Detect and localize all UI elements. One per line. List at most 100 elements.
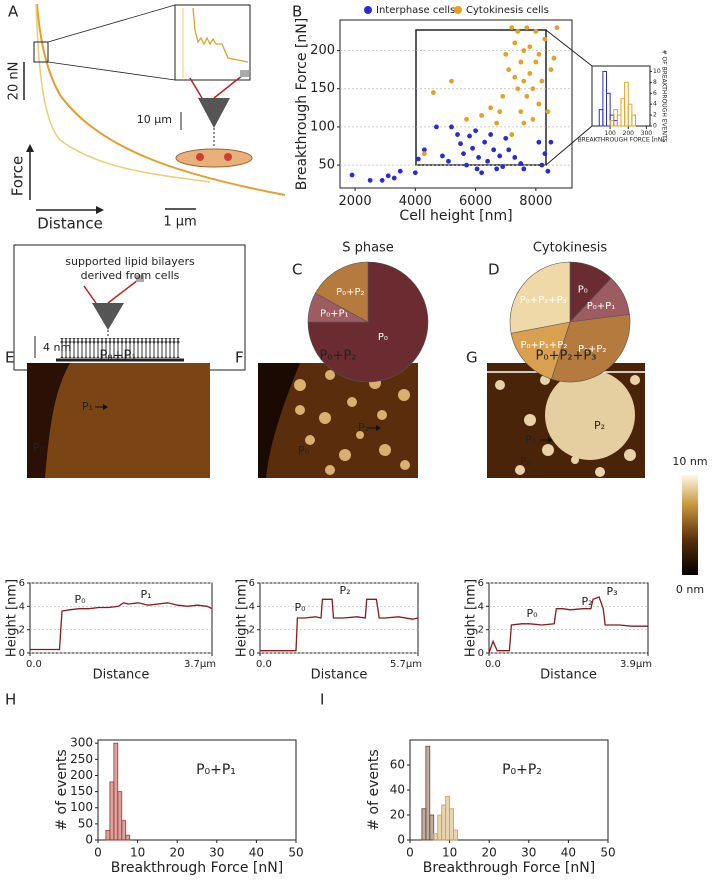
annotation: P₀+P₁ <box>196 762 236 778</box>
point <box>515 29 521 34</box>
x-axis-label: Breakthrough Force [nN] <box>111 860 283 876</box>
x-tick-label: 30 <box>209 845 224 859</box>
point <box>488 132 494 137</box>
x-axis-label: Cell height [nm] <box>399 208 512 224</box>
bar <box>616 114 622 127</box>
y-tick-label: 6 <box>249 578 255 589</box>
y-tick-label: 50 <box>78 816 93 830</box>
point <box>521 166 527 172</box>
point <box>467 133 472 139</box>
pie-title: Cytokinesis <box>533 241 608 256</box>
point <box>503 135 509 141</box>
x-tick-label: 0 <box>94 845 102 859</box>
y-tick-label: 300 <box>70 736 93 750</box>
bar <box>606 92 611 127</box>
caption-line: derived from cells <box>81 269 180 282</box>
point <box>379 177 385 183</box>
region-label: P₂ <box>358 421 369 434</box>
plot-frame <box>488 582 649 654</box>
y-tick-label: 2 <box>653 112 657 119</box>
point <box>446 158 451 164</box>
bar <box>429 814 435 841</box>
point <box>539 162 545 168</box>
y-tick-label: 4 <box>478 601 484 612</box>
pie-slice <box>551 314 631 383</box>
y-tick-label: 100 <box>310 119 335 134</box>
x-tick-label: 5.7μm <box>390 659 422 670</box>
point <box>506 67 512 73</box>
panel-label: A <box>8 3 19 21</box>
point <box>440 153 445 159</box>
y-tick-label: 100 <box>70 800 93 814</box>
plot-frame <box>97 739 297 841</box>
point <box>491 147 497 153</box>
point <box>506 147 512 153</box>
y-tick-label: 50 <box>318 158 335 173</box>
y-tick-label: 10 <box>653 68 661 75</box>
y-tick-label: 150 <box>310 81 335 96</box>
bar <box>105 829 111 841</box>
annotation: P₁ <box>140 588 151 601</box>
x-tick-label: 20 <box>482 845 497 859</box>
x-tick-label: 3.9μm <box>620 659 652 670</box>
point <box>494 166 500 172</box>
point <box>412 170 418 176</box>
bar <box>631 114 636 127</box>
point <box>479 170 485 176</box>
y-scale-label: 20 nN <box>7 62 22 101</box>
y-tick-label: 2 <box>249 625 255 636</box>
point <box>397 168 403 174</box>
y-tick-label: 6 <box>19 578 25 589</box>
slice-label: P₀+P₂ <box>336 287 364 298</box>
point <box>512 74 518 80</box>
point <box>551 55 557 61</box>
bar <box>449 808 454 841</box>
point <box>536 101 542 107</box>
y-tick-label: 2 <box>19 625 25 636</box>
point <box>479 113 485 118</box>
y-tick-label: 60 <box>390 758 405 772</box>
y-axis-label: Force <box>9 156 27 197</box>
point <box>464 116 469 122</box>
slice-label: P₀ <box>578 285 588 296</box>
y-tick-label: 40 <box>390 783 405 797</box>
point <box>521 78 527 84</box>
x-axis-label: BREAKTHROUGH FORCE [nN] <box>577 137 664 144</box>
point <box>449 124 454 130</box>
point <box>518 59 524 65</box>
bar <box>425 745 431 841</box>
point <box>434 124 439 130</box>
point <box>518 161 524 166</box>
point <box>488 105 494 111</box>
profile-line <box>30 602 213 651</box>
y-tick-label: 200 <box>310 43 335 58</box>
panel-title: P₀+P₂+P₃ <box>536 349 597 364</box>
point <box>497 153 503 159</box>
point <box>518 109 524 115</box>
slice-label: P₀+P₁ <box>320 308 348 319</box>
legend-label: Cytokinesis cells <box>466 5 549 16</box>
slice-label: P₀ <box>378 332 388 343</box>
point <box>455 132 460 137</box>
slice-label: P₀+P₂ <box>578 344 606 355</box>
pie-slice <box>315 261 369 323</box>
bar <box>421 808 427 841</box>
panel-label: E <box>5 349 14 367</box>
point <box>391 175 397 181</box>
point <box>536 51 542 57</box>
slice-label: P₀+P₁ <box>587 301 615 312</box>
bar <box>602 70 607 127</box>
y-axis-label: Height [nm] <box>5 579 20 657</box>
bar <box>445 795 451 841</box>
x-axis-label: Distance <box>540 668 597 683</box>
legend-swatch <box>364 6 372 14</box>
point <box>421 151 427 157</box>
point <box>464 162 469 168</box>
plot-frame <box>29 582 213 654</box>
afm-image <box>258 363 418 484</box>
point <box>521 48 527 53</box>
y-axis-label: Height [nm] <box>235 579 250 657</box>
profile-line <box>488 596 648 654</box>
point <box>533 59 539 65</box>
pie-slice <box>307 261 429 383</box>
